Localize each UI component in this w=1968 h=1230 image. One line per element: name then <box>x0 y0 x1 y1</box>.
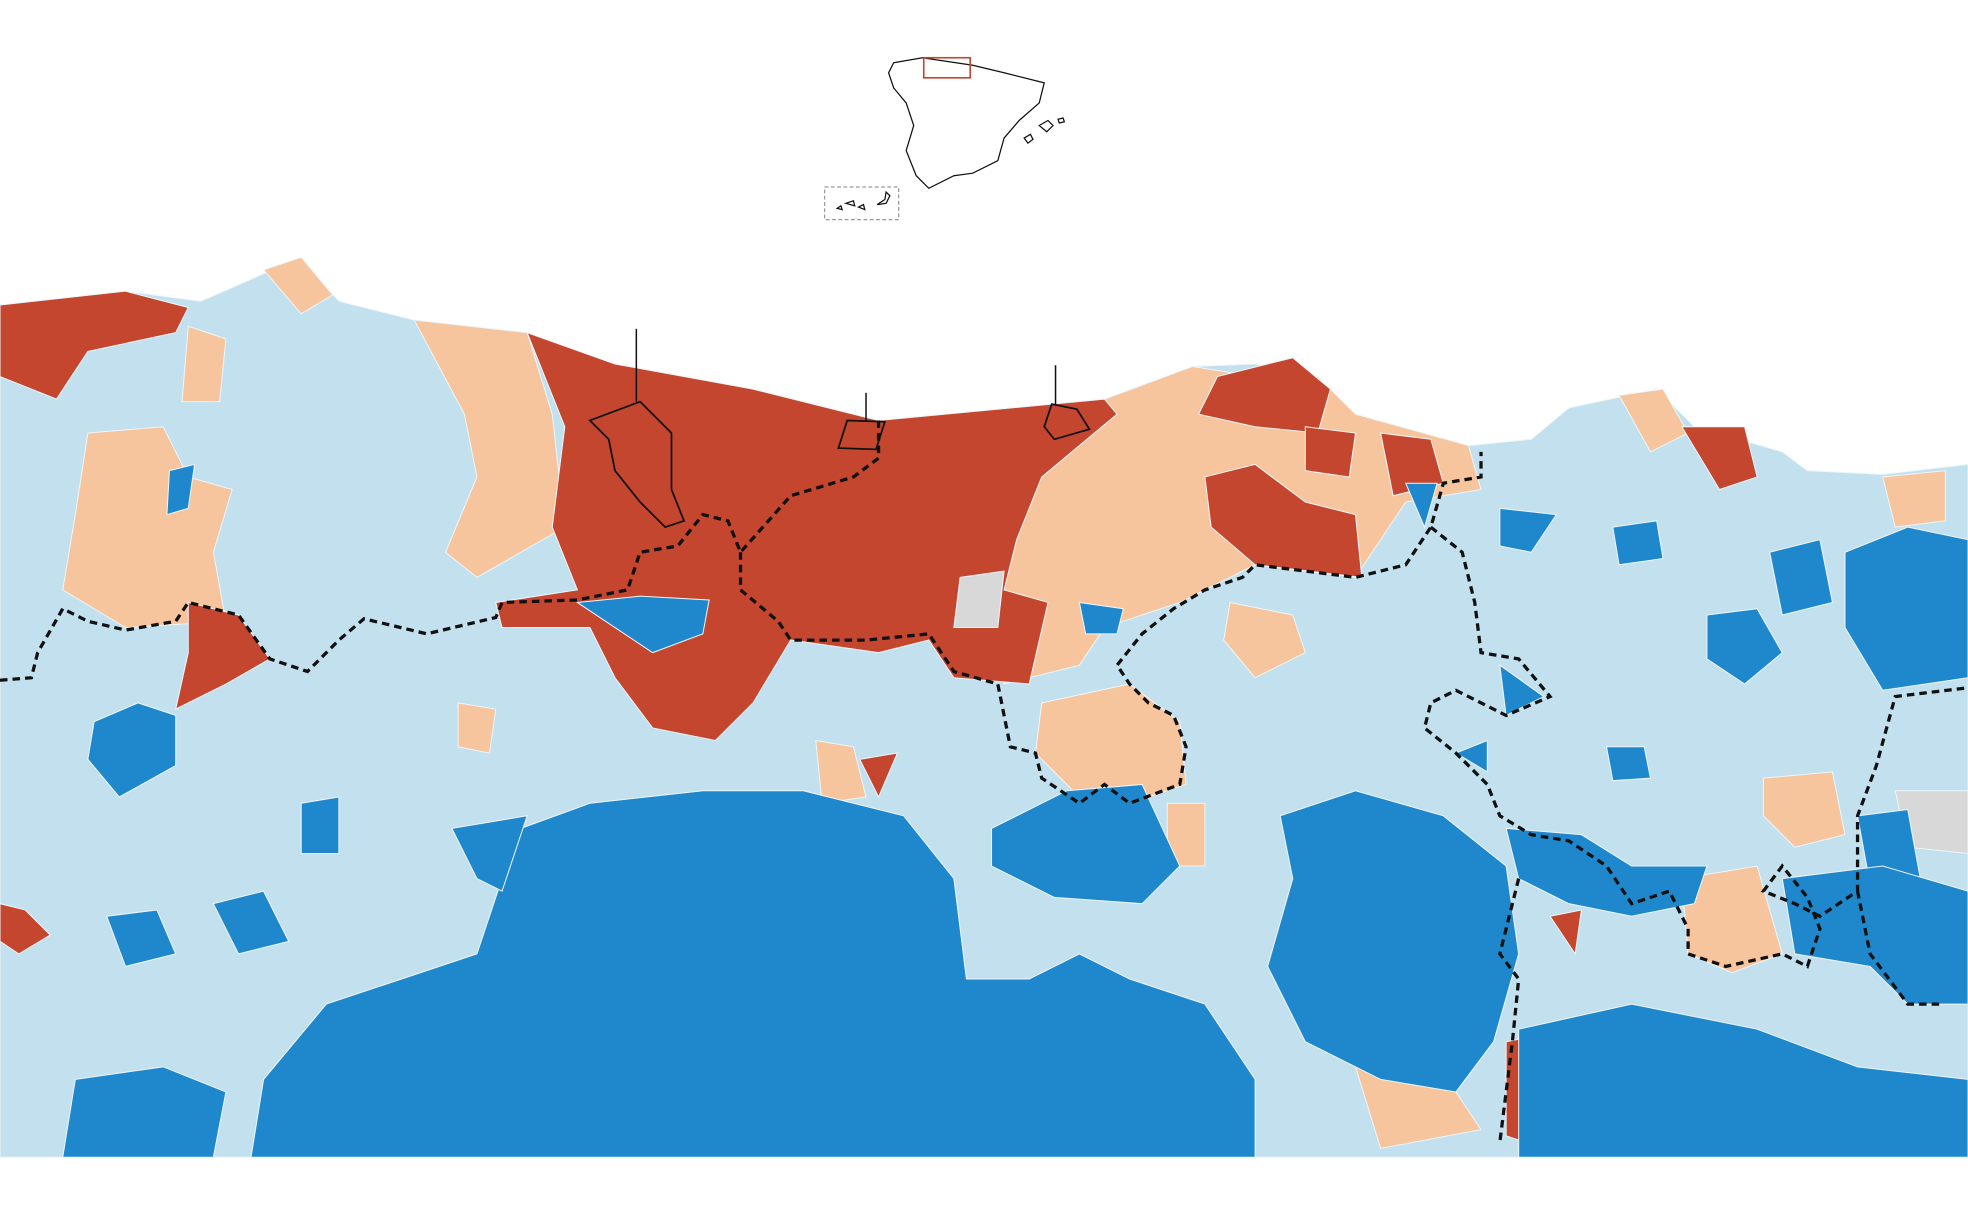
region <box>991 783 1181 905</box>
region <box>953 570 1005 629</box>
region <box>413 319 566 578</box>
region <box>300 796 340 854</box>
inset-locator <box>823 56 1066 221</box>
region <box>1605 746 1652 782</box>
region <box>1204 463 1363 578</box>
region <box>0 903 52 955</box>
region <box>815 739 867 804</box>
region <box>1706 608 1783 685</box>
region <box>1882 470 1946 528</box>
region <box>1505 827 1708 917</box>
capital-outline <box>588 400 686 529</box>
region <box>62 1066 227 1158</box>
region <box>1681 865 1783 974</box>
region <box>262 256 334 315</box>
region <box>1078 601 1124 635</box>
spain-outline <box>887 57 1046 190</box>
balearic-islands <box>1023 117 1066 144</box>
region <box>87 702 177 798</box>
region <box>1223 601 1306 679</box>
region <box>174 601 271 711</box>
region <box>457 702 497 754</box>
region <box>1404 482 1438 529</box>
region-border <box>738 451 1483 806</box>
region <box>1762 771 1846 848</box>
region <box>62 426 233 629</box>
region <box>451 815 528 892</box>
region <box>212 890 290 955</box>
region-border <box>1498 878 1940 1143</box>
region <box>1304 426 1357 478</box>
region <box>166 463 196 516</box>
region <box>0 290 189 400</box>
region <box>1454 739 1488 773</box>
region <box>1267 790 1520 1093</box>
region <box>105 909 177 968</box>
region <box>1549 909 1583 956</box>
capital-outline <box>837 419 887 451</box>
region <box>1680 426 1758 491</box>
canary-box <box>823 186 900 221</box>
locator-box <box>922 56 972 79</box>
region <box>181 325 227 403</box>
municipalities <box>0 256 1968 1158</box>
region <box>1844 526 1968 691</box>
region-border <box>1422 525 1968 969</box>
capital-outline <box>1043 403 1091 441</box>
region <box>575 595 710 654</box>
region <box>1769 539 1834 616</box>
canary-islands <box>835 190 891 211</box>
region <box>1499 507 1558 553</box>
region <box>858 752 899 799</box>
region <box>1612 520 1664 566</box>
region <box>1518 1003 1968 1158</box>
